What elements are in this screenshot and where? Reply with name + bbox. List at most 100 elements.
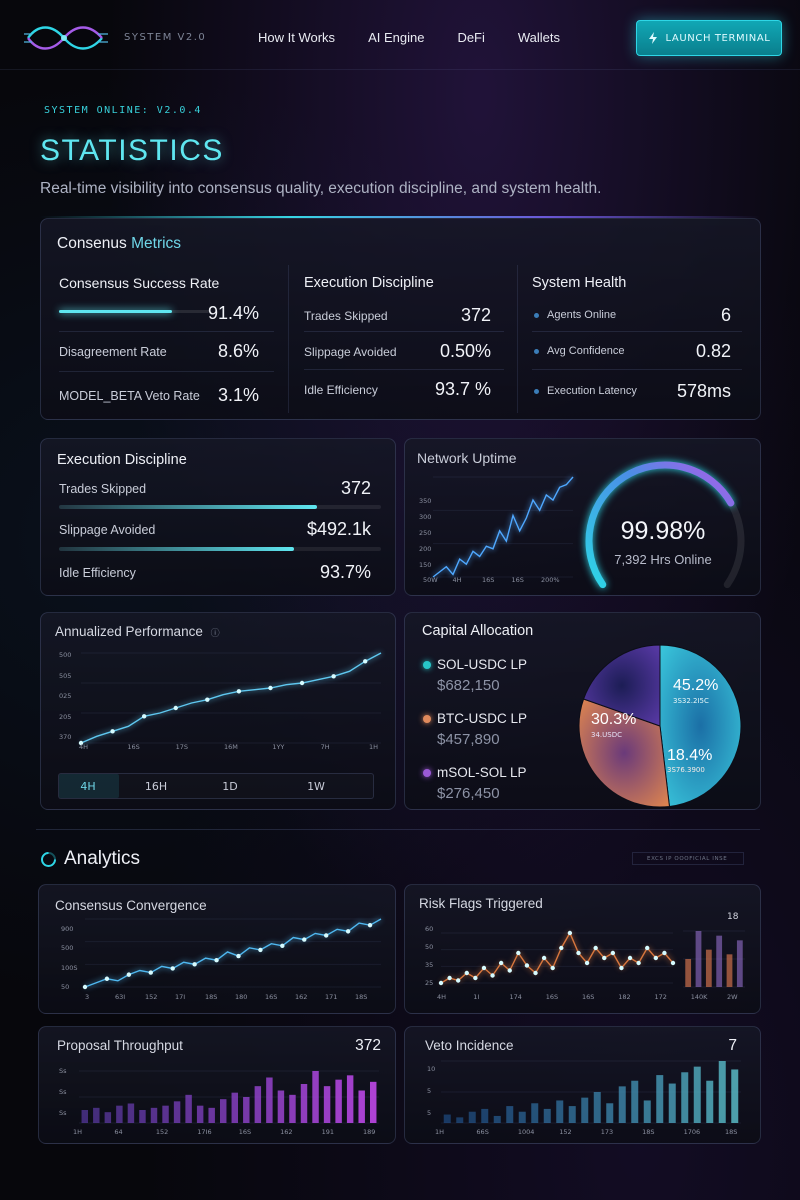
data-point [236,689,242,694]
timeframe-4h[interactable]: 4H [80,780,96,793]
nav-ai-engine[interactable]: AI Engine [368,30,425,45]
row-divider [59,331,274,332]
x-tick-label: 3 [85,993,90,1001]
x-tick-label: 140K [690,993,708,1001]
convergence-title: Consensus Convergence [55,898,207,913]
data-point [268,685,273,691]
data-point [636,960,641,966]
x-tick-label: 1H [369,743,379,751]
bar [116,1105,123,1123]
data-point [584,960,590,966]
x-tick-label: 18S [642,1128,655,1136]
data-point [567,930,573,936]
veto-incidence-card: Veto Incidence 7 10 5 5 1H 66S 1004 152 173 18S… [404,1026,761,1144]
y-tick-label: 500 [59,651,72,659]
bar [323,1086,331,1123]
legend-label: SOL-USDC LP [437,657,528,672]
data-point [236,953,241,959]
system-version-label: SYSTEM V2.0 [124,32,207,43]
x-tick-label: 16M [224,743,238,751]
risk-bar-chart [683,930,745,988]
trades-skipped-label: Trades Skipped [304,309,388,323]
timeframe-16h[interactable]: 16H [144,780,168,793]
x-tick-label: 162 [280,1128,293,1136]
capital-pie-chart [578,644,742,808]
data-point [126,972,132,977]
success-rate-value: 91.4% [207,303,259,323]
data-point [645,945,650,951]
data-point [447,975,452,981]
legend-label: BTC-USDC LP [437,711,528,726]
data-point [550,965,555,971]
throughput-bar-chart [79,1070,379,1124]
bar [266,1077,273,1123]
bar [718,1061,726,1123]
divider-glow [40,216,760,218]
nav-how-it-works[interactable]: How It Works [258,30,336,45]
bar [693,1066,701,1123]
info-icon[interactable]: ⓘ [210,628,220,638]
x-tick-label: 1I [473,993,480,1001]
bar [493,1115,501,1123]
row-divider [532,331,742,332]
agents-online-label: Agents Online [547,309,617,321]
execution-discipline-heading: Execution Discipline [304,275,434,291]
page-title: STATISTICS [40,134,224,167]
bar [631,1080,639,1123]
bar [220,1099,227,1123]
capital-allocation-card: Capital Allocation SOL-USDC LP $682,150 BT… [404,612,761,810]
bar [208,1107,215,1123]
annualized-line-chart [78,652,382,746]
page-subtitle: Real-time visibility into consensus qual… [40,180,602,197]
timeframe-1w[interactable]: 1W [307,780,325,793]
bar [618,1086,626,1123]
veto-title: Veto Incidence [425,1038,514,1053]
data-point [533,970,538,976]
x-tick-label: 191 [321,1128,334,1136]
data-point [576,950,581,956]
bar [568,1106,576,1123]
refresh-icon[interactable] [40,851,57,868]
success-rate-track [59,310,209,313]
x-tick-label: 4H [437,993,447,1001]
timeframe-active-bg [59,774,119,798]
x-tick-label: 17S [175,743,189,751]
bar [593,1092,601,1123]
launch-terminal-button[interactable]: LAUNCH TERMINAL [636,20,782,56]
timeframe-1d[interactable]: 1D [222,780,238,793]
bar [656,1075,664,1123]
analytics-title: Analytics [64,848,141,869]
nav-wallets[interactable]: Wallets [517,30,561,45]
x-tick-label: 1004 [517,1128,535,1136]
uptime-value: 99.98% [620,517,706,545]
bar [716,935,723,987]
y-tick-label: 25 [425,979,434,987]
bar [506,1106,514,1123]
execution-latency-label: Execution Latency [547,385,637,397]
y-tick-label: Ss [59,1088,67,1096]
data-point [148,970,153,975]
bar [196,1105,204,1123]
logo-icon[interactable] [22,22,110,54]
nav-defi[interactable]: DeFi [457,30,485,45]
risk-count: 18 [727,912,739,922]
bar [443,1114,451,1123]
timeframe-selector: 4H 16H 1D 1W [58,773,374,799]
nav-links: How It Works AI Engine DeFi Wallets [258,30,593,45]
y-tick-label: 370 [59,733,72,741]
slice-label-2-sub: 34.USDC [591,731,622,739]
y-tick-label: 900 [61,925,74,933]
exec-bar-fill [59,547,295,551]
x-tick-label: 162 [295,993,308,1001]
exec-bar-track [59,547,381,551]
success-rate-fill [59,310,172,313]
bar [289,1094,296,1123]
x-tick-label: 180 [235,993,248,1001]
execution-discipline-card: Execution Discipline Trades Skipped 372 … [40,438,396,596]
data-point [524,963,530,968]
x-tick-label: 152 [145,993,158,1001]
top-navbar: SYSTEM V2.0 How It Works AI Engine DeFi … [0,0,800,70]
y-tick-label: 35 [425,961,434,969]
legend-value: $276,450 [437,785,500,802]
x-tick-label: 2W [727,993,738,1001]
